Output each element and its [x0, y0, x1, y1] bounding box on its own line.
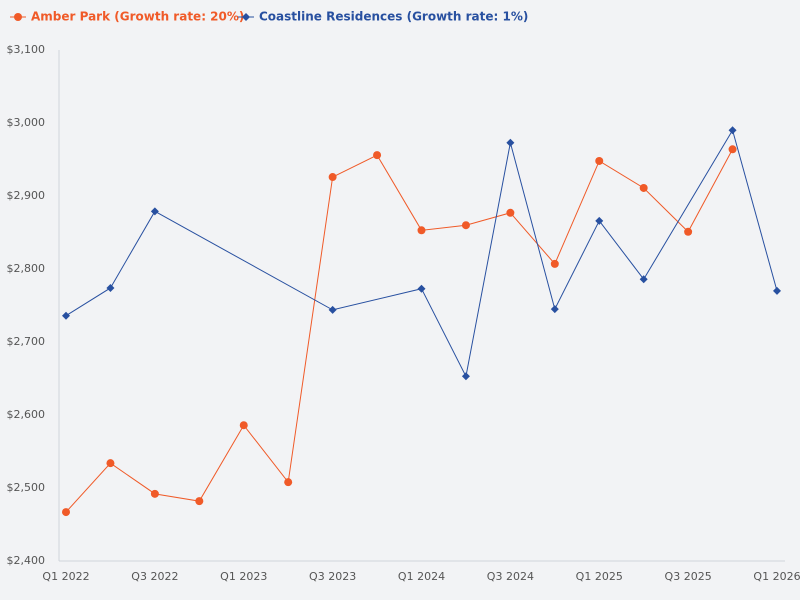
y-tick-label: $2,600	[7, 408, 46, 421]
y-tick-label: $3,000	[7, 116, 46, 129]
y-tick-label: $3,100	[7, 43, 46, 56]
data-point	[195, 497, 204, 506]
data-point	[728, 145, 737, 154]
legend-marker	[14, 13, 22, 21]
x-tick-label: Q1 2023	[220, 570, 267, 583]
data-point	[461, 221, 470, 230]
data-point	[639, 183, 648, 192]
data-point	[728, 126, 737, 135]
data-point	[62, 311, 70, 320]
data-point	[106, 459, 115, 468]
data-point	[461, 372, 470, 381]
data-point	[239, 421, 248, 430]
data-point	[506, 138, 515, 147]
data-point	[595, 156, 604, 165]
x-tick-label: Q3 2022	[131, 570, 178, 583]
data-point	[150, 207, 159, 216]
data-point	[373, 151, 382, 160]
legend-marker	[242, 13, 250, 21]
data-point	[506, 208, 515, 217]
x-tick-label: Q3 2023	[309, 570, 356, 583]
data-point	[106, 283, 115, 292]
y-tick-label: $2,500	[7, 481, 46, 494]
data-point	[684, 227, 693, 236]
data-point	[150, 489, 159, 498]
x-tick-label: Q1 2024	[398, 570, 445, 583]
data-point	[417, 226, 426, 235]
x-tick-label: Q1 2022	[42, 570, 89, 583]
data-point	[639, 275, 648, 284]
data-point	[550, 305, 559, 314]
y-tick-label: $2,800	[7, 262, 46, 275]
y-tick-label: $2,400	[7, 554, 46, 567]
data-point	[62, 508, 70, 517]
x-tick-label: Q3 2025	[665, 570, 712, 583]
legend-text: Coastline Residences (Growth rate: 1%)	[259, 10, 528, 24]
y-tick-label: $2,900	[7, 189, 46, 202]
x-tick-label: Q3 2024	[487, 570, 534, 583]
data-point	[417, 284, 426, 293]
data-point	[284, 478, 293, 487]
data-point	[328, 173, 337, 182]
y-tick-label: $2,700	[7, 335, 46, 348]
x-tick-label: Q1 2026	[753, 570, 800, 583]
series-line	[65, 129, 778, 378]
series-line	[65, 149, 734, 513]
x-tick-label: Q1 2025	[576, 570, 623, 583]
data-point	[550, 259, 559, 268]
data-point	[595, 216, 604, 225]
data-point	[773, 286, 781, 295]
data-point	[328, 305, 337, 314]
legend-text: Amber Park (Growth rate: 20%)	[31, 10, 244, 24]
